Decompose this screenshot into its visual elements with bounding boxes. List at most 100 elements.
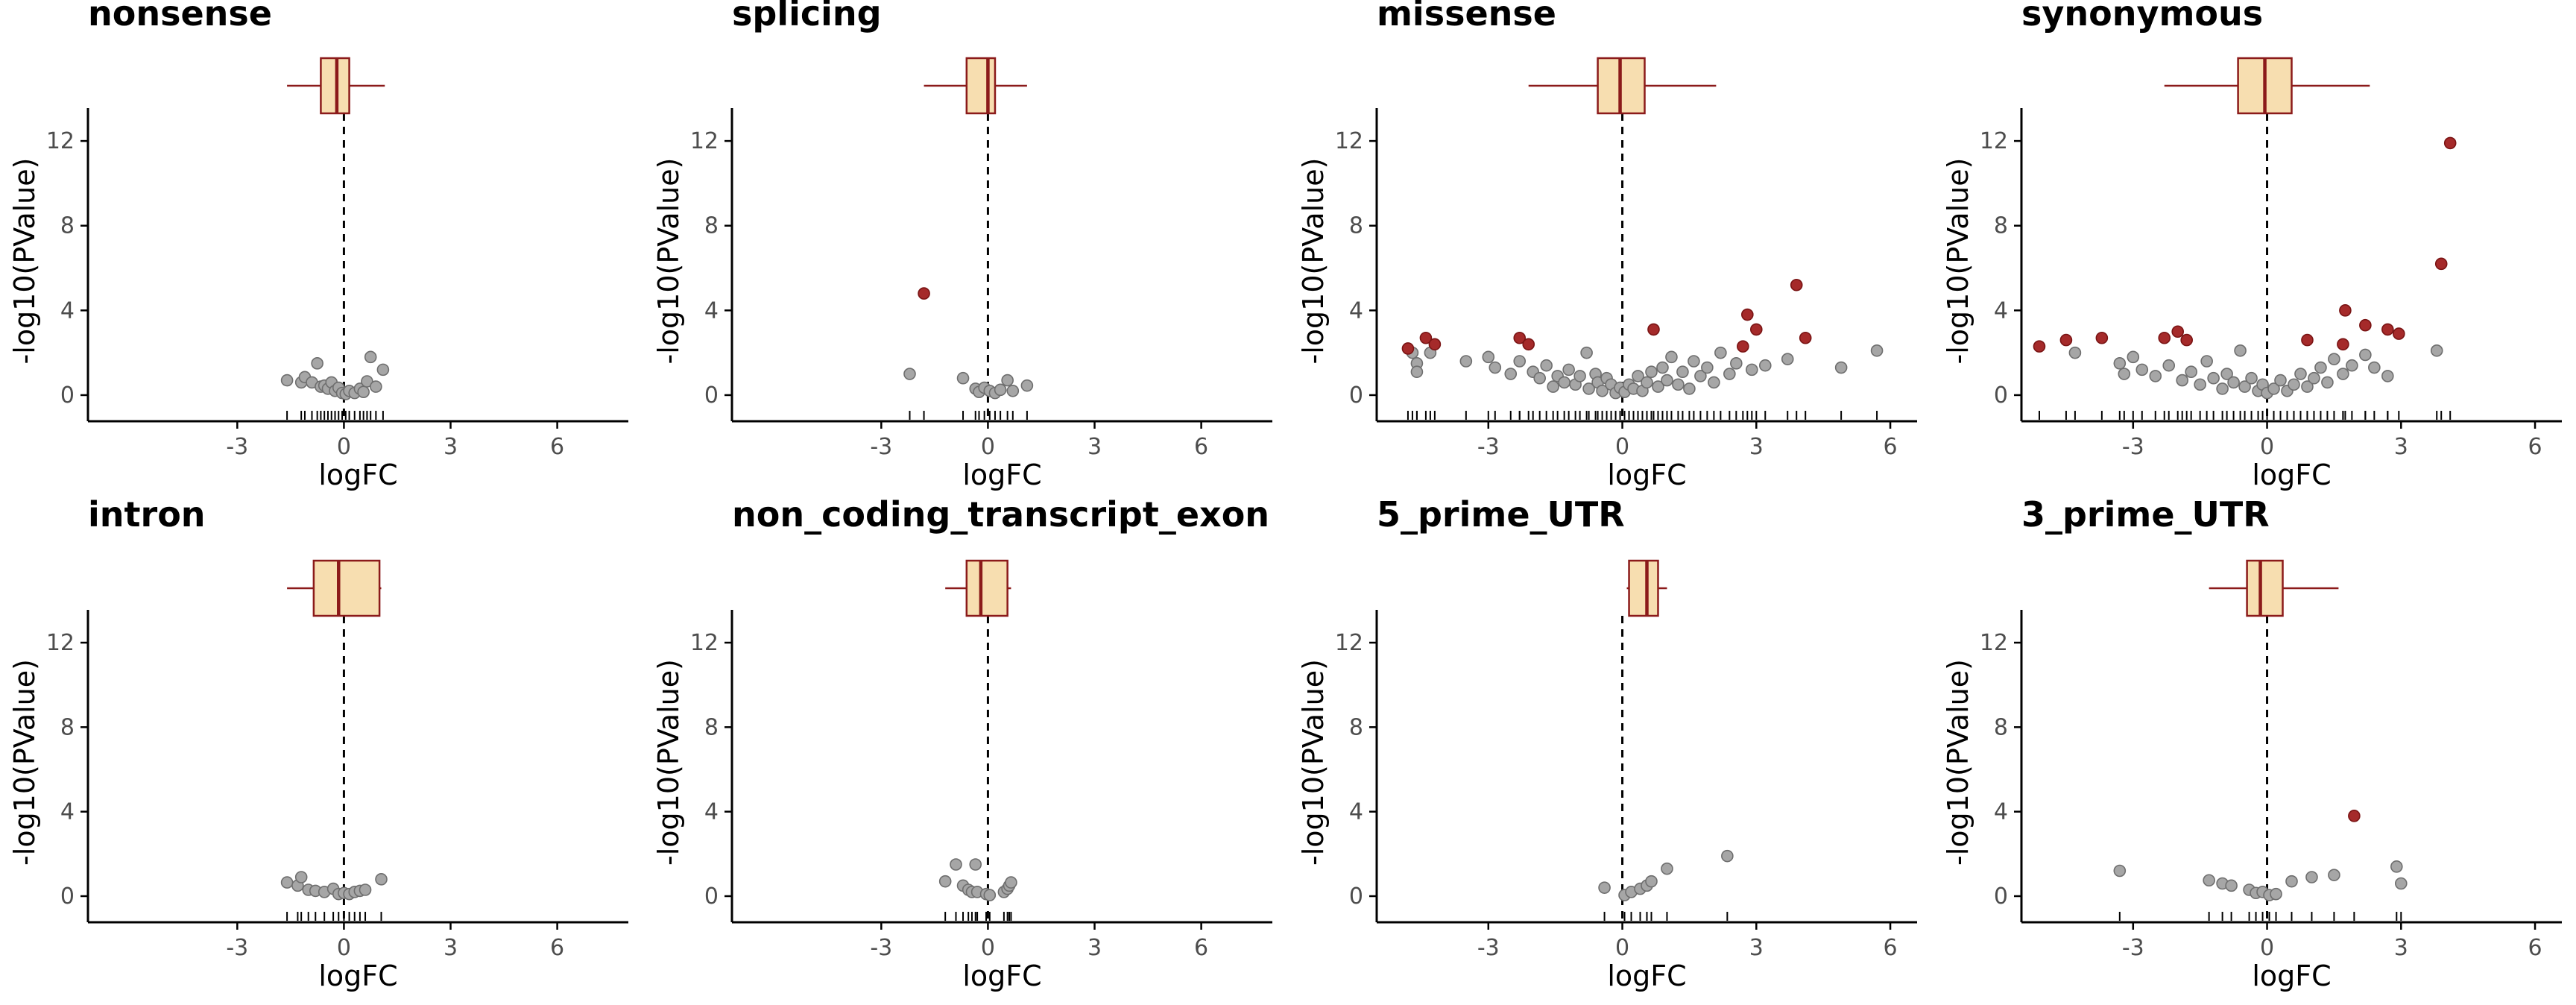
x-axis-label: logFC	[318, 960, 397, 992]
y-axis-label: -log10(PValue)	[1942, 158, 1974, 365]
data-point	[2200, 355, 2213, 368]
panel-nonsense: nonsense 0 4 8 12 -3 0 3 6 logFC -log10(PValue)	[8, 0, 628, 491]
data-point	[1665, 350, 1678, 364]
highlighted-point	[2171, 325, 2185, 338]
box-iqr	[312, 559, 381, 617]
data-point	[1005, 876, 1017, 889]
data-point	[2359, 348, 2372, 362]
panel-missense: missense 0 4 8 12 -3 0 3 6 logFC -log10(PValue)	[1297, 0, 1917, 491]
highlighted-point	[1799, 331, 1812, 344]
data-point	[2337, 368, 2349, 380]
data-point	[1006, 384, 1020, 397]
data-point	[1661, 374, 1673, 387]
x-tick-label: -3	[1477, 935, 1500, 961]
highlighted-point	[2301, 333, 2314, 347]
x-axis-label: logFC	[962, 960, 1041, 992]
box-iqr	[320, 57, 350, 115]
y-tick-label: 8	[1994, 714, 2008, 740]
x-tick-label: 3	[1087, 434, 1102, 460]
panel-title: 3_prime_UTR	[2021, 494, 2270, 535]
x-tick-label: -3	[870, 434, 892, 460]
highlighted-point	[2359, 318, 2372, 332]
data-point	[2301, 380, 2314, 393]
data-point	[1001, 374, 1014, 387]
y-axis-label: -log10(PValue)	[1942, 659, 1974, 866]
panel-title: 5_prime_UTR	[1377, 494, 1625, 535]
y-tick-label: 12	[1980, 128, 2008, 154]
panel-synonymous: synonymous 0 4 8 12 -3 0 3 6 logFC -log10(PValue)	[1942, 0, 2562, 491]
highlighted-point	[1737, 340, 1749, 353]
y-tick-label: 12	[1335, 128, 1363, 154]
data-point	[1573, 370, 1586, 382]
data-point	[2135, 363, 2149, 377]
y-axis-label: -log10(PValue)	[8, 158, 41, 365]
x-tick-label: 0	[337, 434, 351, 460]
data-point	[1708, 376, 1720, 389]
x-axis-label: logFC	[962, 459, 1041, 491]
highlighted-point	[1522, 338, 1535, 351]
highlighted-point	[1401, 342, 1415, 355]
data-point	[2176, 374, 2189, 387]
data-point	[1834, 361, 1848, 374]
highlighted-point	[918, 287, 930, 300]
x-tick-label: 3	[443, 935, 458, 961]
data-point	[1688, 355, 1700, 368]
data-point	[1723, 368, 1736, 380]
data-point	[1758, 359, 1772, 372]
data-point	[2328, 869, 2340, 881]
x-tick-label: 3	[1087, 935, 1102, 961]
data-point	[1714, 346, 1727, 359]
x-tick-label: 6	[2528, 434, 2542, 460]
panel-5-prime-utr: 5_prime_UTR 0 4 8 12 -3 0 3 6 logFC -log10(PValue)	[1297, 494, 1917, 992]
y-tick-label: 12	[46, 630, 75, 656]
x-tick-label: 3	[443, 434, 458, 460]
x-tick-label: 3	[2394, 434, 2408, 460]
data-point	[1683, 382, 1696, 395]
data-point	[1672, 378, 1685, 391]
x-tick-label: 0	[1615, 935, 1629, 961]
data-point	[1870, 344, 1884, 357]
data-point	[294, 871, 308, 883]
data-point	[1582, 382, 1595, 395]
x-tick-label: 6	[1194, 935, 1208, 961]
data-point	[376, 363, 390, 377]
y-tick-label: 4	[704, 799, 719, 825]
data-point	[956, 371, 970, 385]
data-point	[1781, 353, 1794, 365]
data-point	[2308, 371, 2320, 385]
y-tick-label: 12	[1335, 630, 1363, 656]
x-tick-label: 3	[1749, 935, 1764, 961]
data-point	[1596, 384, 1609, 397]
data-point	[1676, 365, 1689, 379]
x-tick-label: -3	[2122, 434, 2144, 460]
data-point	[2203, 874, 2215, 887]
highlighted-point	[2158, 331, 2171, 344]
x-axis-label: logFC	[318, 459, 397, 491]
highlighted-point	[1428, 338, 1442, 351]
highlighted-point	[1749, 323, 1763, 336]
y-tick-label: 0	[1994, 883, 2008, 910]
highlighted-point	[1741, 308, 1754, 321]
data-point	[361, 375, 373, 388]
highlighted-point	[2348, 810, 2361, 822]
data-point	[2113, 864, 2127, 878]
y-tick-label: 12	[46, 128, 75, 154]
data-point	[370, 380, 382, 393]
panel-3-prime-utr: 3_prime_UTR 0 4 8 12 -3 0 3 6 logFC -log10(PValue)	[1942, 494, 2562, 992]
highlighted-point	[2339, 304, 2352, 317]
data-point	[1558, 376, 1570, 389]
highlighted-point	[1790, 278, 1803, 292]
data-point	[1547, 380, 1559, 393]
y-tick-label: 4	[1994, 297, 2008, 324]
data-point	[994, 383, 1007, 397]
data-point	[2068, 346, 2082, 359]
y-tick-label: 8	[1994, 213, 2008, 239]
y-tick-label: 4	[1994, 799, 2008, 825]
data-point	[2394, 877, 2408, 890]
data-point	[1661, 862, 1673, 875]
y-tick-label: 0	[704, 382, 719, 409]
data-point	[1730, 357, 1743, 370]
data-point	[359, 883, 372, 896]
data-point	[2430, 344, 2443, 357]
